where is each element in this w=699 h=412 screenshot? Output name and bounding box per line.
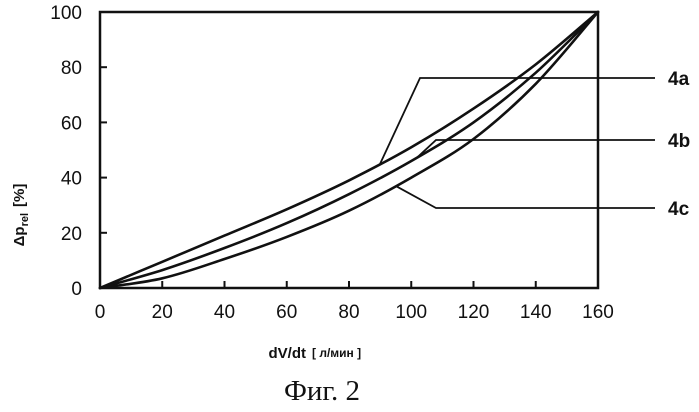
x-tick-label: 0 <box>95 302 106 323</box>
y-tick-label: 20 <box>61 224 82 245</box>
series-label-4c: 4c <box>668 199 690 220</box>
plot-frame <box>100 12 598 288</box>
x-tick-label: 160 <box>582 302 614 323</box>
x-tick-label: 20 <box>152 302 173 323</box>
y-tick-label: 0 <box>71 279 82 300</box>
x-tick-label: 140 <box>520 302 552 323</box>
x-axis-unit: [ л/мин ] <box>312 346 361 360</box>
leader-line-4b <box>418 140 656 157</box>
series-line-4c <box>100 12 598 288</box>
y-axis-label-main: Δp <box>11 226 28 246</box>
x-axis-label: dV/dt <box>269 345 307 362</box>
tick-labels: 0 20 40 60 80 100 120 140 160 0 20 40 60 80 100 <box>50 3 614 323</box>
y-axis-label-unit: [%] <box>11 184 28 207</box>
y-tick-label: 100 <box>50 3 82 24</box>
y-tick-label: 60 <box>61 113 82 134</box>
series-leader-lines: 4a 4b 4c <box>380 69 690 220</box>
leader-line-4a <box>380 78 655 164</box>
series-line-4b <box>100 12 598 288</box>
plot-axes <box>100 12 598 288</box>
x-tick-label: 100 <box>395 302 427 323</box>
figure-caption: Фиг. 2 <box>284 375 360 407</box>
y-tick-label: 40 <box>61 169 82 190</box>
y-axis-label-sub: rel <box>19 213 31 226</box>
x-tick-label: 80 <box>338 302 359 323</box>
leader-line-4c <box>396 186 655 208</box>
x-tick-label: 60 <box>276 302 297 323</box>
x-tick-label: 40 <box>214 302 235 323</box>
series-label-4a: 4a <box>668 69 690 90</box>
y-axis-label: Δprel [%] <box>11 184 31 247</box>
x-tick-label: 120 <box>458 302 490 323</box>
series-curves <box>100 12 598 288</box>
y-tick-label: 80 <box>61 58 82 79</box>
series-line-4a <box>100 12 598 288</box>
series-label-4b: 4b <box>668 131 690 152</box>
